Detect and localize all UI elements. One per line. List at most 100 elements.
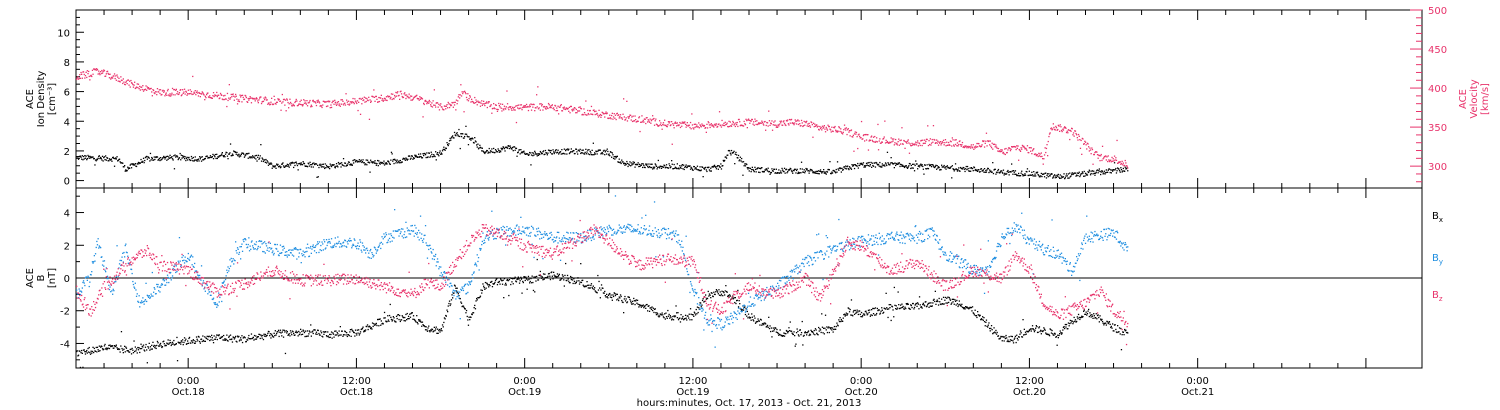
velocity-point [156, 88, 159, 90]
velocity-point [763, 124, 765, 126]
bx-point [681, 317, 683, 319]
velocity-point [1033, 148, 1035, 150]
bx-point [638, 304, 641, 306]
density-point [371, 161, 373, 163]
density-point [142, 157, 145, 159]
density-point [854, 164, 856, 166]
velocity-point [578, 110, 581, 112]
density-point [1091, 170, 1094, 172]
density-point [888, 164, 890, 166]
velocity-point [221, 98, 223, 100]
bx-point [361, 327, 364, 330]
velocity-point [380, 94, 382, 96]
bx-point [243, 336, 246, 338]
velocity-point [1085, 144, 1087, 146]
velocity-point [105, 73, 107, 75]
bx-point [848, 307, 850, 310]
bx-point [600, 284, 603, 286]
density-point [835, 168, 837, 171]
bx-point [103, 345, 106, 347]
velocity-point [679, 121, 681, 124]
density-point [396, 159, 398, 161]
bx-point [433, 326, 435, 328]
velocity-point [763, 121, 765, 123]
velocity-point [1002, 151, 1005, 154]
density-point [301, 164, 304, 166]
velocity-point [423, 103, 425, 106]
density-point [928, 163, 930, 166]
velocity-point [865, 139, 868, 141]
velocity-point [1049, 132, 1051, 134]
density-point [342, 158, 345, 160]
velocity-point [640, 121, 642, 123]
velocity-point [612, 118, 614, 120]
density-point [200, 160, 203, 162]
bx-point [204, 336, 206, 338]
velocity-point [723, 122, 725, 124]
density-point [252, 155, 254, 157]
density-point [312, 162, 314, 165]
bx-point [755, 321, 757, 323]
density-point [820, 171, 822, 173]
velocity-point [129, 86, 131, 88]
velocity-point [139, 89, 141, 91]
bx-point [735, 302, 737, 305]
bx-point [831, 327, 834, 329]
velocity-point [229, 98, 231, 100]
bx-point [433, 330, 435, 332]
velocity-point [915, 141, 917, 143]
velocity-point [216, 91, 218, 94]
velocity-point [500, 107, 502, 109]
density-point [1084, 175, 1086, 177]
density-point [943, 164, 945, 167]
bx-point [575, 281, 577, 283]
bx-point [865, 310, 867, 312]
density-point [941, 164, 943, 166]
density-point [691, 167, 693, 169]
bx-point [81, 349, 83, 352]
bx-point [930, 302, 932, 304]
bx-point [160, 345, 162, 347]
density-point [450, 139, 452, 141]
velocity-point [97, 73, 99, 75]
velocity-point [438, 109, 441, 111]
bx-point [710, 297, 712, 299]
density-point [360, 159, 362, 161]
velocity-point [119, 81, 121, 83]
velocity-point [453, 101, 455, 104]
bx-point [770, 327, 772, 329]
bx-point [349, 331, 351, 333]
density-point [872, 165, 875, 167]
bx-point [901, 306, 904, 309]
bx-point [350, 335, 352, 337]
density-point [455, 135, 457, 137]
velocity-point [734, 123, 736, 125]
bx-point [733, 297, 735, 299]
velocity-point [758, 122, 760, 124]
bx-point [896, 308, 898, 310]
density-point [236, 154, 239, 156]
bx-point [274, 330, 276, 332]
density-point [1058, 176, 1060, 178]
bx-point [707, 290, 709, 293]
density-point [624, 164, 626, 166]
velocity-point [1045, 151, 1047, 154]
density-point [436, 152, 439, 154]
density-point [922, 165, 924, 168]
bx-point [247, 339, 249, 341]
velocity-point [195, 91, 198, 94]
velocity-point [722, 124, 724, 127]
velocity-point [701, 123, 703, 125]
velocity-point [1112, 158, 1114, 160]
density-point [908, 165, 910, 167]
density-point [779, 172, 781, 174]
density-point [594, 152, 596, 154]
velocity-point [219, 92, 222, 95]
bx-point [250, 333, 253, 335]
velocity-point [215, 94, 217, 97]
density-point [373, 162, 376, 164]
density-point [923, 173, 925, 175]
bx-point [115, 344, 117, 346]
density-point [303, 163, 306, 165]
velocity-point [614, 114, 617, 116]
